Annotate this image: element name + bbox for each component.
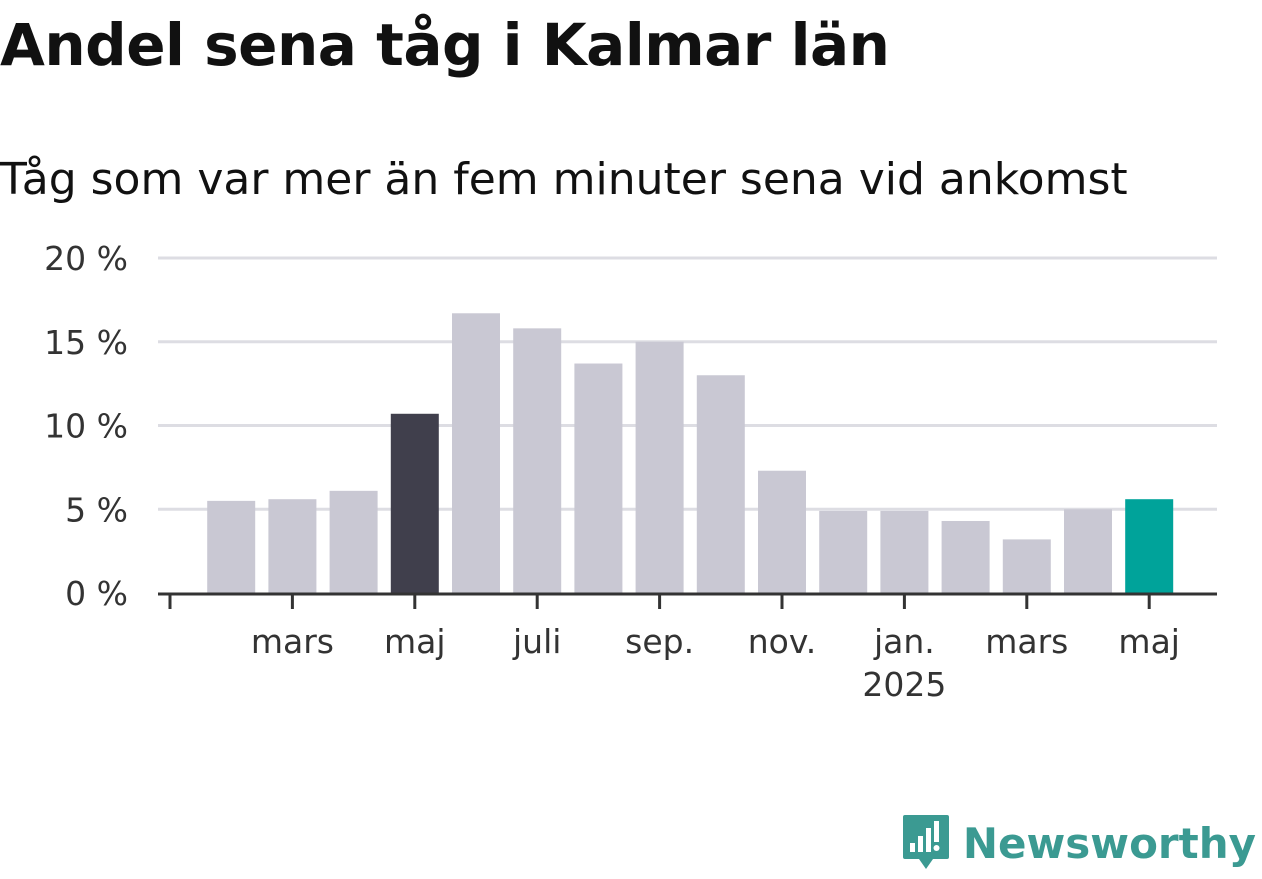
y-tick-label: 15 % (44, 323, 128, 362)
bar (635, 341, 684, 593)
y-tick-label: 20 % (44, 239, 128, 278)
bar (268, 499, 317, 593)
bar (696, 375, 745, 593)
y-tick-label: 10 % (44, 407, 128, 446)
x-tick-label: maj (1118, 622, 1180, 661)
x-tick-label: jan. (873, 622, 935, 661)
chart-subtitle: Tåg som var mer än fem minuter sena vid … (0, 154, 1128, 205)
bar (1002, 539, 1051, 593)
bar (390, 413, 439, 593)
y-tick-label: 5 % (65, 490, 128, 529)
bar (1125, 499, 1174, 593)
x-tick-label: nov. (748, 622, 817, 661)
x-tick-label: mars (985, 622, 1068, 661)
brand-name: Newsworthy (962, 818, 1256, 868)
bar (819, 510, 868, 593)
y-tick-label: 0 % (65, 574, 128, 613)
brand-logo: Newsworthy (901, 813, 1256, 873)
x-tick-label: juli (512, 622, 561, 661)
newsworthy-logo-icon (902, 815, 949, 869)
bar (574, 363, 623, 593)
y-axis-ticks: 0 % 5 % 10 % 15 % 20 % (44, 239, 128, 613)
gridlines (158, 256, 1217, 511)
bar (758, 470, 806, 593)
bar (941, 520, 990, 593)
bar (880, 510, 929, 593)
bar (207, 500, 256, 593)
x-tick-label: sep. (625, 622, 694, 661)
chart-title: Andel sena tåg i Kalmar län (0, 11, 890, 79)
bar (1064, 509, 1112, 593)
bars (207, 313, 1174, 593)
x-tick-label: maj (384, 622, 446, 661)
bar (452, 313, 500, 593)
bar (513, 328, 562, 593)
bar (329, 490, 378, 593)
x-axis-ticks: mars maj juli sep. nov. jan. 2025 mars maj (168, 594, 1180, 704)
x-tick-label: mars (251, 622, 334, 661)
x-tick-sublabel: 2025 (862, 665, 946, 704)
bar-chart: 0 % 5 % 10 % 15 % 20 % mars maj juli sep. nov. ja… (44, 239, 1217, 704)
